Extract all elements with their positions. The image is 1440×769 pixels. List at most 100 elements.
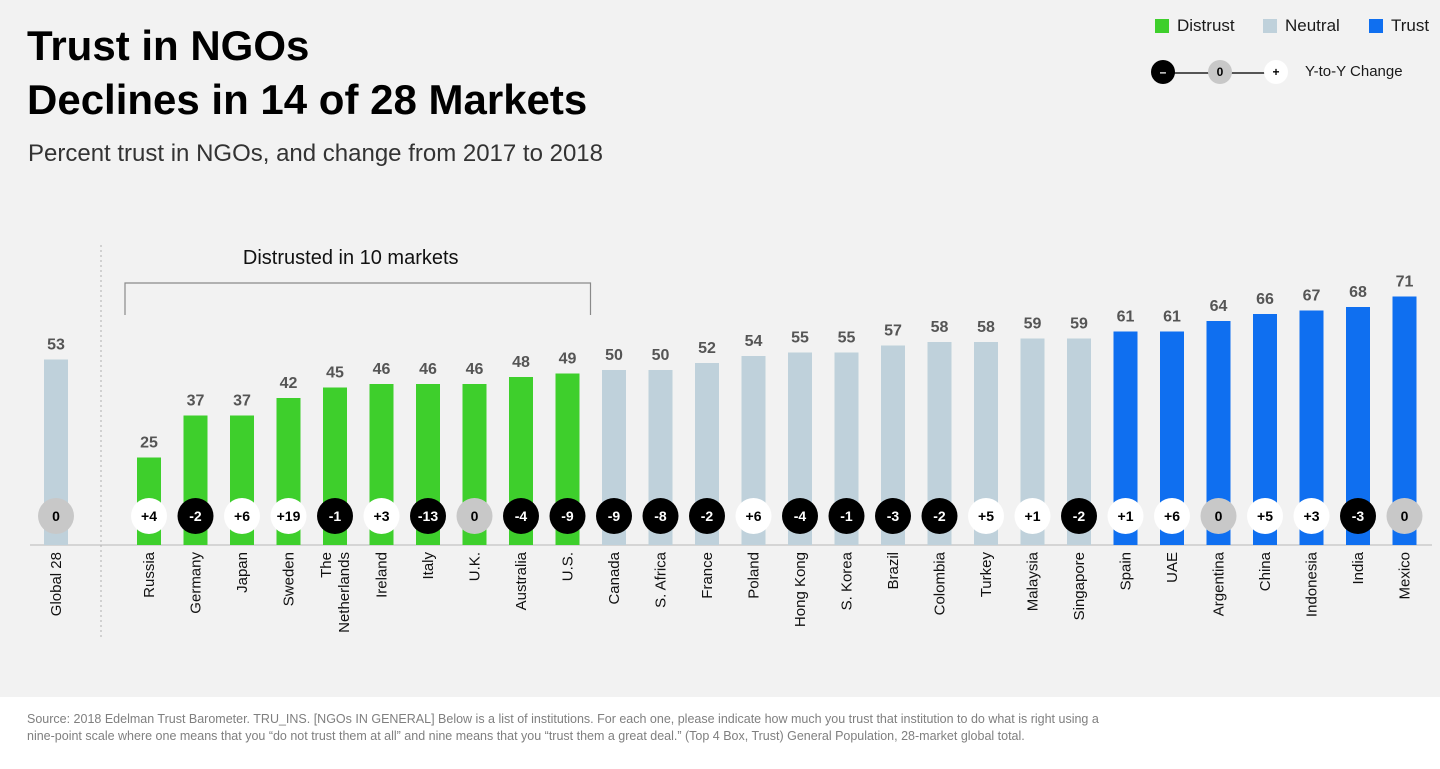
value-label-china: 66	[1256, 291, 1274, 308]
change-marker-singapore	[1061, 498, 1097, 534]
category-label-line: Global 28	[48, 552, 65, 616]
change-marker-spain	[1107, 498, 1144, 534]
category-label-line: Italy	[420, 552, 437, 580]
value-label-colombia: 58	[931, 319, 949, 336]
change-marker-australia	[503, 498, 539, 534]
category-label-line: China	[1257, 551, 1274, 591]
change-label-poland: +6	[746, 508, 762, 524]
category-label-line: Argentina	[1211, 551, 1228, 616]
change-marker-mexico	[1386, 498, 1423, 534]
category-label-singapore: Singapore	[1071, 552, 1088, 620]
change-marker-the-netherlands	[317, 498, 353, 534]
category-label-line: Singapore	[1071, 552, 1088, 620]
distrust-bracket	[124, 282, 592, 315]
change-label-germany: -2	[189, 508, 202, 524]
legend-label-trust: Trust	[1391, 16, 1430, 35]
value-label-argentina: 64	[1210, 298, 1228, 315]
change-label-china: +5	[1257, 508, 1273, 524]
value-label-the-netherlands: 45	[326, 365, 344, 382]
change-label-the-netherlands: -1	[329, 508, 342, 524]
category-label-line: India	[1350, 551, 1367, 584]
category-label-argentina: Argentina	[1211, 551, 1228, 616]
category-label-turkey: Turkey	[978, 552, 995, 598]
category-label-indonesia: Indonesia	[1304, 551, 1321, 617]
change-label-s-africa: -8	[654, 508, 667, 524]
category-label-france: France	[699, 552, 716, 599]
legend-item-distrust: Distrust	[1155, 15, 1235, 37]
legend-change-key: – 0 + Y-to-Y Change	[1150, 58, 1430, 88]
category-label-hong-kong: Hong Kong	[792, 552, 809, 627]
page-title-line-1: Trust in NGOs	[27, 22, 310, 69]
category-label-spain: Spain	[1118, 552, 1135, 590]
category-label-sweden: Sweden	[281, 552, 298, 606]
category-label-u-s: U.S.	[560, 552, 577, 581]
value-label-malaysia: 59	[1024, 316, 1042, 333]
chart-panel	[0, 0, 1440, 697]
change-marker-germany	[177, 498, 214, 534]
value-label-brazil: 57	[884, 323, 902, 340]
value-label-italy: 46	[419, 361, 437, 378]
change-label-italy: -13	[418, 508, 438, 524]
legend-swatch-trust	[1369, 19, 1383, 33]
value-label-u-k: 46	[466, 361, 484, 378]
category-label-line: Malaysia	[1025, 551, 1042, 611]
change-label-france: -2	[701, 508, 714, 524]
category-label-s-africa: S. Africa	[653, 551, 670, 608]
change-label-malaysia: +1	[1025, 508, 1041, 524]
change-marker-s-africa	[642, 498, 679, 534]
change-marker-japan	[224, 498, 260, 534]
category-label-line: U.S.	[560, 552, 577, 581]
value-label-sweden: 42	[280, 375, 298, 392]
category-label-line: U.K.	[467, 552, 484, 581]
value-label-india: 68	[1349, 284, 1367, 301]
change-marker-u-s	[549, 498, 586, 534]
change-marker-indonesia	[1293, 498, 1330, 534]
change-marker-india	[1340, 498, 1376, 534]
category-label-italy: Italy	[420, 552, 437, 580]
change-marker-canada	[596, 498, 632, 534]
category-label-russia: Russia	[141, 551, 158, 598]
value-label-indonesia: 67	[1303, 288, 1321, 305]
category-label-china: China	[1257, 551, 1274, 591]
change-label-canada: -9	[608, 508, 621, 524]
value-label-singapore: 59	[1070, 316, 1088, 333]
value-label-u-s: 49	[559, 351, 577, 368]
source-note: Source: 2018 Edelman Trust Barometer. TR…	[27, 712, 1099, 743]
category-label-global-28: Global 28	[48, 552, 65, 616]
legend-swatch-distrust	[1155, 19, 1169, 33]
value-label-spain: 61	[1117, 309, 1135, 326]
change-label-australia: -4	[515, 508, 528, 524]
category-label-line: Mexico	[1397, 552, 1414, 600]
trust-bar-chart: Distrusted in 10 markets 53 0 Global 28 25 +4…	[30, 245, 1432, 640]
value-label-germany: 37	[187, 393, 205, 410]
change-marker-france	[689, 498, 725, 534]
change-marker-global-28	[38, 498, 74, 534]
change-marker-argentina	[1200, 498, 1237, 534]
page-subtitle: Percent trust in NGOs, and change from 2…	[28, 140, 603, 167]
value-label-mexico: 71	[1396, 274, 1414, 291]
legend-swatch-neutral	[1263, 19, 1277, 33]
category-label-line: Colombia	[932, 551, 949, 615]
change-marker-turkey	[968, 498, 1004, 534]
category-label-line: Australia	[513, 551, 530, 610]
change-marker-italy	[410, 498, 446, 534]
change-label-sweden: +19	[277, 508, 301, 524]
change-label-u-s: -9	[561, 508, 574, 524]
category-label-s-korea: S. Korea	[839, 551, 856, 610]
value-label-japan: 37	[233, 393, 251, 410]
value-label-france: 52	[698, 340, 716, 357]
change-label-u-k: 0	[471, 508, 479, 524]
category-label-poland: Poland	[746, 552, 763, 599]
category-label-line: Turkey	[978, 552, 995, 598]
category-label-line: S. Korea	[839, 551, 856, 610]
change-marker-poland	[735, 498, 772, 534]
value-label-poland: 54	[745, 333, 763, 350]
category-label-line: UAE	[1164, 552, 1181, 583]
change-marker-china	[1247, 498, 1283, 534]
category-label-line: Brazil	[885, 552, 902, 590]
category-label-line: Hong Kong	[792, 552, 809, 627]
category-label-line: S. Africa	[653, 551, 670, 608]
value-label-russia: 25	[140, 435, 158, 452]
legend-item-trust: Trust	[1369, 15, 1429, 37]
distrust-annotation-label: Distrusted in 10 markets	[243, 247, 459, 269]
